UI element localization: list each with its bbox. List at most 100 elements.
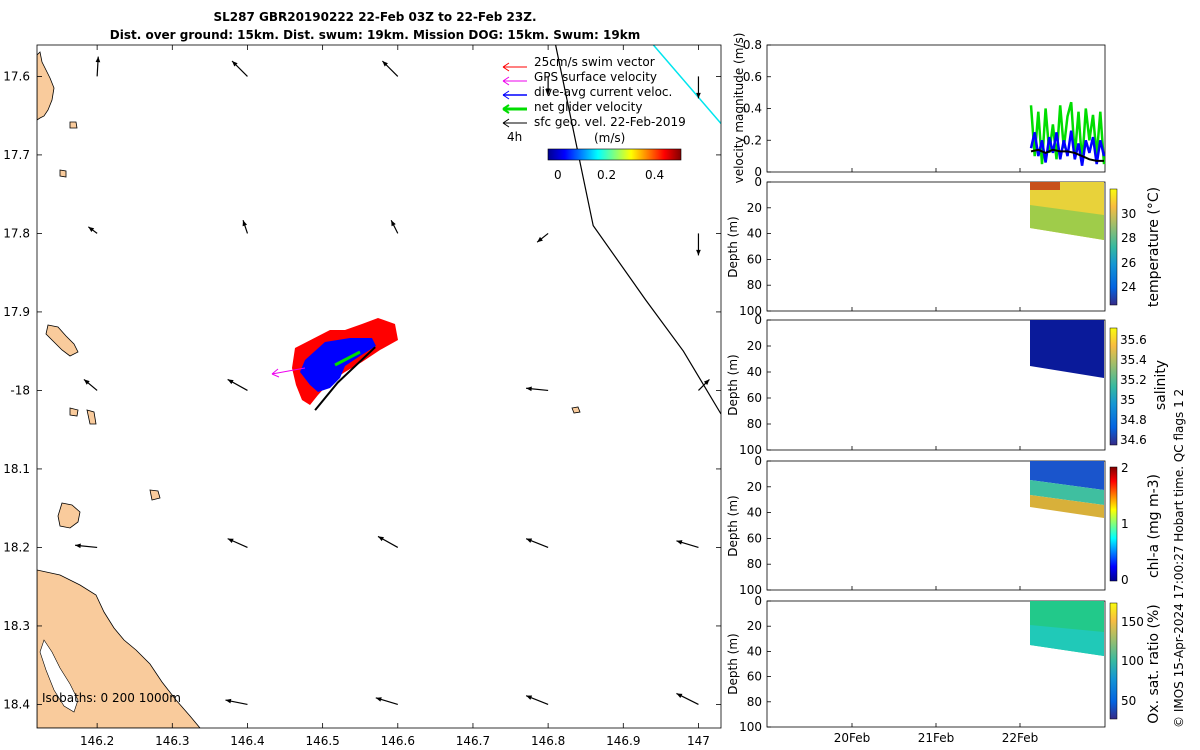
depth-y-tick-label: 0 <box>754 175 762 189</box>
colorbar-label: (m/s) <box>594 131 625 145</box>
depth-y-tick-label: 100 <box>739 443 762 457</box>
land-island-4 <box>69 407 79 417</box>
surface-vector <box>536 232 549 243</box>
velocity-y-tick-label: 0.4 <box>743 102 762 116</box>
map-x-tick-label: 146.7 <box>456 734 490 748</box>
land-mainland-inlet <box>39 639 79 713</box>
temperature-ylabel: Depth (m) <box>726 216 740 277</box>
map-x-tick-label: 146.5 <box>305 734 339 748</box>
cyan-line <box>652 45 721 124</box>
chart-title: SL287 GBR20190222 22-Feb 03Z to 22-Feb 2… <box>0 8 750 44</box>
land-island-6 <box>59 169 67 178</box>
velocity-series <box>1029 101 1106 166</box>
chl-ylabel: Depth (m) <box>726 495 740 556</box>
velocity-y-ticks: 0 0.2 0.4 0.6 0.8 <box>743 38 771 179</box>
credit-text: © IMOS 15-Apr-2024 17:00:27 Hobart time.… <box>1172 388 1186 728</box>
map-y-tick-label: 18.3 <box>3 619 30 633</box>
temperature-field-lower <box>1030 205 1104 240</box>
gps-arrow-head <box>271 368 280 378</box>
colorbar-tick-0: 0 <box>554 168 562 182</box>
surface-vector <box>242 220 249 234</box>
salinity-ctick-4: 35.4 <box>1120 353 1147 367</box>
map-legend: 25cm/s swim vector GPS surface velocity … <box>502 55 686 144</box>
velocity-y-tick-label: 0 <box>754 165 762 179</box>
map-y-tick-label: 18.2 <box>3 540 30 554</box>
time-x-ticks: 20Feb 21Feb 22Feb <box>834 168 1038 745</box>
chl-field-low <box>1030 495 1104 518</box>
salinity-ctick-1: 34.8 <box>1120 413 1147 427</box>
depth-y-tick-label: 80 <box>747 557 762 571</box>
chl-field-top <box>1030 461 1104 490</box>
depth-y-tick-label: 40 <box>747 365 762 379</box>
velocity-y-tick-label: 0.8 <box>743 38 762 52</box>
oxygen-ctick-1: 100 <box>1121 654 1144 668</box>
salinity-ctick-0: 34.6 <box>1120 433 1147 447</box>
depth-y-tick-label: 0 <box>754 454 762 468</box>
map-y-tick-label: 18.4 <box>3 697 30 711</box>
map-y-tick-label: 18.1 <box>3 462 30 476</box>
oxygen-colorbar <box>1109 602 1118 720</box>
legend-swim: 25cm/s swim vector <box>534 55 655 69</box>
time-tick-label: 21Feb <box>918 731 955 745</box>
depth-panels: Depth (m) temperature (°C) 24 26 28 30 D… <box>726 181 1169 728</box>
legend-gps: GPS surface velocity <box>534 70 657 84</box>
legend-swim-head <box>502 62 510 72</box>
map-x-ticks: 146.2 146.3 146.4 146.5 146.6 146.7 146.8 146.9… <box>80 45 710 748</box>
depth-y-tick-label: 40 <box>747 506 762 520</box>
map-x-tick-label: 146.4 <box>230 734 264 748</box>
salinity-panel: Depth (m) salinity 34.6 34.8 35 35.2 35.… <box>726 319 1169 451</box>
surface-vector <box>87 226 98 234</box>
depth-y-tick-label: 0 <box>754 313 762 327</box>
oxygen-ctick-0: 50 <box>1121 694 1136 708</box>
land-north <box>37 51 55 121</box>
map-y-tick-label: 17.7 <box>3 148 30 162</box>
glider-track <box>314 346 376 411</box>
depth-y-tick-label: 40 <box>747 227 762 241</box>
depth-y-tick-label: 60 <box>747 252 762 266</box>
surface-vector <box>525 538 549 548</box>
depth-y-tick-label: 20 <box>747 480 762 494</box>
map-y-tick-label: 17.6 <box>3 69 30 83</box>
surface-vector <box>227 538 248 548</box>
surface-vector <box>381 60 399 77</box>
depth-y-tick-label: 60 <box>747 531 762 545</box>
legend-net: net glider velocity <box>534 100 642 114</box>
glider-vectors <box>271 318 398 405</box>
legend-current-head <box>502 90 510 100</box>
isobaths-label: Isobaths: 0 200 1000m <box>42 691 181 705</box>
colorbar-gradient <box>547 148 682 161</box>
land-island-3 <box>149 489 161 501</box>
surface-vector <box>375 697 398 706</box>
depth-y-tick-label: 40 <box>747 644 762 658</box>
temperature-ctick-0: 24 <box>1121 280 1136 294</box>
surface-vector <box>698 379 710 391</box>
salinity-ylabel: Depth (m) <box>726 354 740 415</box>
salinity-field <box>1030 320 1104 378</box>
depth-y-tick-label: 80 <box>747 695 762 709</box>
salinity-colorbar <box>1109 327 1118 446</box>
velocity-series-line <box>1029 130 1106 166</box>
net-velocity-vector <box>334 350 361 367</box>
velocity-axes-box <box>766 44 1106 173</box>
depth-y-tick-label: 20 <box>747 619 762 633</box>
surface-vector <box>377 535 399 548</box>
depth-y-tick-label: 20 <box>747 339 762 353</box>
velocity-ylabel: velocity magnitude (m/s) <box>732 33 746 184</box>
oxygen-panel: Depth (m) Ox. sat. ratio (%) 50 100 150 <box>726 600 1162 728</box>
chl-panel: Depth (m) chl-a (mg m-3) 0 1 2 <box>726 460 1162 591</box>
legend-gps-head <box>502 76 510 86</box>
depth-y-tick-label: 60 <box>747 391 762 405</box>
depth-y-tick-label: 100 <box>739 304 762 318</box>
surface-vector <box>75 543 98 549</box>
depth-y-tick-label: 100 <box>739 583 762 597</box>
oxygen-ctick-2: 150 <box>1121 615 1144 629</box>
surface-vector <box>95 56 101 77</box>
surface-vector <box>526 386 549 392</box>
temperature-ctick-2: 28 <box>1121 231 1136 245</box>
surface-vector <box>227 378 248 391</box>
legend-current: dive-avg current veloc. <box>534 85 672 99</box>
land-island-2 <box>57 502 81 529</box>
depth-y-tick-label: 20 <box>747 201 762 215</box>
temperature-panel: Depth (m) temperature (°C) 24 26 28 30 <box>726 181 1162 312</box>
